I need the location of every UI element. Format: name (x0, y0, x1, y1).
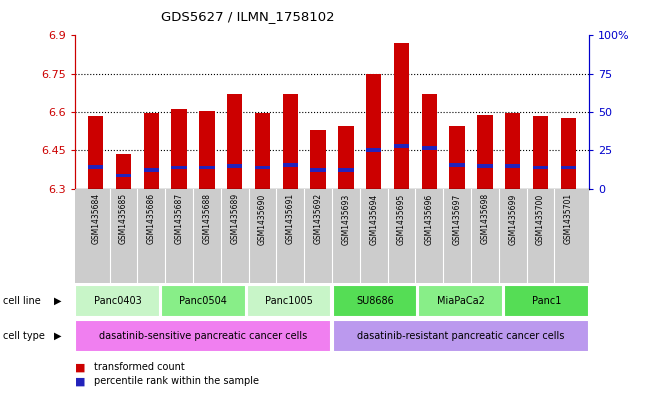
Bar (477, 164, 493, 168)
Bar (422, 94, 437, 189)
Text: Panc1: Panc1 (532, 296, 561, 306)
Bar (339, 126, 353, 189)
Text: ▶: ▶ (54, 331, 62, 341)
Bar (449, 126, 465, 189)
Text: GSM1435691: GSM1435691 (286, 193, 295, 244)
Text: GSM1435684: GSM1435684 (91, 193, 100, 244)
Bar (504, 285, 589, 317)
Bar (311, 168, 326, 172)
Bar (533, 165, 548, 169)
Text: GSM1435693: GSM1435693 (341, 193, 350, 244)
Bar (88, 165, 104, 169)
Bar (199, 165, 215, 169)
Text: GSM1435700: GSM1435700 (536, 193, 545, 244)
Bar (333, 320, 589, 352)
Text: cell line: cell line (3, 296, 41, 306)
Bar (283, 163, 298, 167)
Bar (76, 320, 331, 352)
Bar (419, 285, 503, 317)
Text: Panc1005: Panc1005 (265, 296, 313, 306)
Bar (366, 73, 381, 189)
Text: transformed count: transformed count (94, 362, 185, 373)
Bar (116, 174, 131, 177)
Text: percentile rank within the sample: percentile rank within the sample (94, 376, 259, 386)
Bar (76, 285, 160, 317)
Bar (505, 164, 520, 168)
Text: SU8686: SU8686 (356, 296, 394, 306)
Bar (449, 163, 465, 167)
Bar (394, 43, 409, 189)
Bar (171, 109, 187, 189)
Text: GSM1435695: GSM1435695 (397, 193, 406, 244)
Text: dasatinib-sensitive pancreatic cancer cells: dasatinib-sensitive pancreatic cancer ce… (100, 331, 307, 341)
Bar (161, 285, 245, 317)
Bar (561, 165, 576, 169)
Text: GSM1435689: GSM1435689 (230, 193, 239, 244)
Text: GSM1435685: GSM1435685 (119, 193, 128, 244)
Bar (116, 154, 131, 189)
Bar (255, 113, 270, 189)
Bar (227, 94, 242, 189)
Bar (171, 165, 187, 169)
Text: GSM1435688: GSM1435688 (202, 193, 212, 244)
Bar (505, 113, 520, 189)
Text: GDS5627 / ILMN_1758102: GDS5627 / ILMN_1758102 (161, 10, 334, 23)
Text: GSM1435686: GSM1435686 (147, 193, 156, 244)
Text: ■: ■ (75, 362, 85, 373)
Text: Panc0504: Panc0504 (180, 296, 227, 306)
Text: GSM1435698: GSM1435698 (480, 193, 490, 244)
Text: GSM1435699: GSM1435699 (508, 193, 517, 244)
Bar (255, 165, 270, 169)
Bar (477, 114, 493, 189)
Text: GSM1435696: GSM1435696 (425, 193, 434, 244)
Bar (227, 164, 242, 168)
Text: GSM1435692: GSM1435692 (314, 193, 323, 244)
Bar (533, 116, 548, 189)
Bar (394, 144, 409, 147)
Text: GSM1435694: GSM1435694 (369, 193, 378, 244)
Text: GSM1435701: GSM1435701 (564, 193, 573, 244)
Bar (247, 285, 331, 317)
Bar (144, 113, 159, 189)
Text: ■: ■ (75, 376, 85, 386)
Bar (88, 116, 104, 189)
Text: cell type: cell type (3, 331, 45, 341)
Text: Panc0403: Panc0403 (94, 296, 142, 306)
Bar (311, 130, 326, 189)
Text: dasatinib-resistant pancreatic cancer cells: dasatinib-resistant pancreatic cancer ce… (357, 331, 564, 341)
Bar (561, 118, 576, 189)
Bar (199, 111, 215, 189)
Bar (366, 148, 381, 152)
Text: GSM1435697: GSM1435697 (452, 193, 462, 244)
Text: GSM1435687: GSM1435687 (174, 193, 184, 244)
Bar (144, 168, 159, 172)
Bar (333, 285, 417, 317)
Text: ▶: ▶ (54, 296, 62, 306)
Bar (283, 94, 298, 189)
Bar (339, 168, 353, 172)
Bar (422, 147, 437, 150)
Text: MiaPaCa2: MiaPaCa2 (437, 296, 484, 306)
Text: GSM1435690: GSM1435690 (258, 193, 267, 244)
